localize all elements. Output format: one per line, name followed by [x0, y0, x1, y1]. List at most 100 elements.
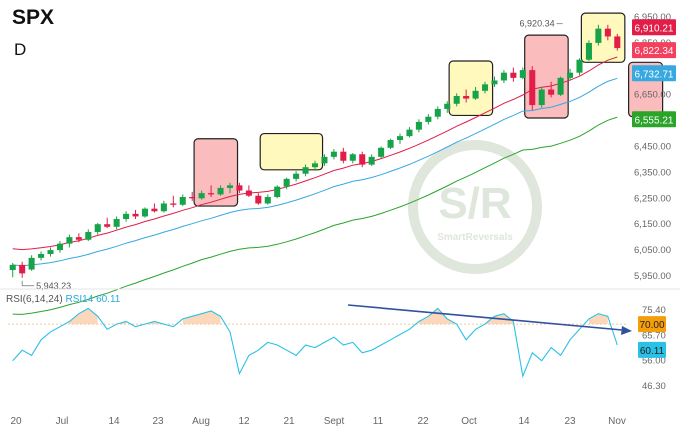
candle: [529, 66, 536, 111]
candle-body: [406, 129, 413, 137]
price-tick-label: 6,050.00: [634, 245, 671, 256]
candle-body: [557, 77, 564, 95]
rsi-tick-label: 46.30: [642, 381, 666, 392]
candle-body: [179, 197, 186, 205]
price-tag: [632, 65, 676, 82]
candle-body: [141, 208, 148, 217]
price-tick-label: 6,250.00: [634, 193, 671, 204]
candle: [226, 182, 234, 194]
candle-body: [425, 116, 432, 122]
highlight-box-0: [193, 138, 239, 207]
candle: [179, 194, 186, 207]
candle-body: [66, 237, 73, 244]
candle: [453, 93, 460, 107]
candle: [151, 203, 158, 213]
candle-body: [378, 147, 385, 157]
rsi-tick-label: 75.40: [642, 305, 666, 316]
candle: [132, 209, 139, 220]
candle-body: [500, 72, 507, 81]
candle-body: [482, 84, 489, 91]
candle-body: [396, 136, 404, 141]
candle: [85, 229, 92, 242]
x-tick-label: Oct: [461, 416, 477, 427]
x-tick-label: Jul: [56, 416, 69, 427]
candle-body: [198, 193, 205, 199]
candle: [38, 251, 45, 261]
candle: [472, 86, 479, 100]
candle-body: [245, 190, 252, 196]
candle-body: [217, 187, 224, 195]
candle: [500, 70, 507, 84]
rsi-overbought-fill: [588, 313, 608, 325]
candle-body: [472, 90, 479, 99]
candle-body: [519, 70, 526, 78]
candle: [359, 151, 366, 168]
price-tick-label: 5,950.00: [634, 271, 671, 282]
candle-body: [567, 72, 574, 78]
candle-body: [330, 151, 337, 157]
candle: [9, 263, 16, 278]
candle-body: [548, 89, 555, 95]
rsi-tag-label: 60.11: [640, 346, 665, 357]
candle: [19, 261, 26, 278]
rsi-tag-label: 70.00: [639, 320, 664, 331]
candle-body: [283, 178, 290, 187]
candle-body: [368, 156, 375, 165]
candle-body: [415, 121, 422, 130]
candle-body: [359, 154, 366, 165]
candle: [548, 81, 555, 98]
price-tick-label: 6,150.00: [634, 219, 671, 230]
rsi-line: [12, 307, 618, 379]
candle-body: [189, 197, 196, 199]
candle: [368, 154, 375, 166]
candle: [123, 211, 130, 222]
candle-body: [349, 154, 356, 161]
candle-body: [510, 72, 517, 78]
candle: [614, 33, 621, 51]
symbol-title: SPX: [12, 6, 55, 29]
candle: [378, 146, 385, 159]
rsi-trendline-arrow: [621, 326, 632, 335]
high-price-label: 6,920.34: [520, 19, 555, 29]
candle-body: [94, 224, 101, 232]
candle: [387, 138, 394, 150]
candle-body: [104, 224, 111, 227]
price-tick-label: 6,650.00: [634, 90, 671, 101]
candle: [245, 185, 252, 198]
x-tick-label: 20: [10, 416, 22, 427]
candle-body: [595, 28, 602, 43]
candle-body: [85, 231, 92, 240]
candle-body: [387, 140, 394, 148]
candle: [406, 127, 413, 138]
rsi14-value: 60.11: [96, 294, 121, 305]
candle-body: [311, 163, 319, 168]
candle-body: [434, 108, 441, 117]
candle-body: [208, 193, 215, 195]
candle: [585, 40, 592, 62]
candle-body: [463, 95, 470, 99]
candle-body: [274, 186, 281, 198]
candle: [415, 119, 422, 133]
candle-body: [19, 264, 26, 274]
candle: [198, 190, 205, 200]
price-tag: [632, 42, 676, 59]
candle-body: [226, 185, 234, 188]
candle: [595, 24, 602, 46]
candle-body: [132, 213, 139, 217]
price-tag: [632, 111, 676, 128]
price-tick-label: 6,450.00: [634, 142, 671, 153]
rsi-trendline: [347, 304, 623, 331]
candle-body: [614, 36, 621, 49]
candle-body: [47, 250, 54, 254]
candle: [56, 241, 63, 253]
candle: [160, 200, 167, 213]
candle-body: [160, 203, 167, 212]
watermark-ring: [408, 140, 542, 274]
x-tick-label: Sept: [324, 416, 345, 427]
candle: [264, 194, 271, 205]
candle: [66, 234, 73, 248]
candle-body: [491, 80, 498, 85]
low-price-label: 5,943.23: [36, 281, 71, 291]
candle-body: [255, 195, 262, 204]
